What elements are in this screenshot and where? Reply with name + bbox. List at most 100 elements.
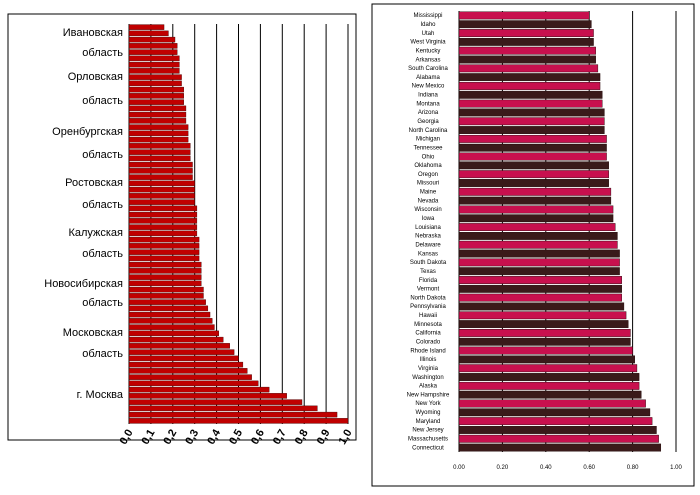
left-bar — [128, 168, 193, 174]
right-state-label: Ohio — [422, 154, 435, 160]
left-bar — [128, 418, 349, 424]
right-bar — [458, 179, 609, 187]
right-bar — [458, 187, 612, 196]
right-state-label: Florida — [419, 278, 438, 284]
right-state-label: New Hampshire — [407, 392, 450, 398]
right-state-label: Alaska — [419, 384, 438, 390]
right-state-label: Pennsylvania — [410, 304, 446, 310]
left-bar — [128, 61, 180, 68]
right-bar — [458, 134, 607, 143]
right-state-label: North Carolina — [409, 128, 448, 134]
left-bar — [128, 49, 178, 55]
right-x-tick-label: 0.80 — [627, 465, 639, 471]
left-bar — [128, 393, 287, 399]
left-bar — [128, 318, 213, 324]
right-state-label: Texas — [420, 269, 436, 275]
right-bar — [458, 434, 659, 443]
left-bar — [128, 349, 235, 355]
right-state-label: Wyoming — [416, 410, 441, 416]
right-bar — [458, 249, 620, 258]
left-bar — [128, 161, 193, 168]
right-bar — [458, 337, 631, 346]
right-state-label: Montana — [416, 101, 440, 107]
right-bar — [458, 196, 612, 205]
right-bar — [458, 302, 625, 311]
right-bar — [458, 20, 592, 29]
left-bar — [128, 180, 195, 187]
left-region-label: область — [82, 149, 123, 161]
left-region-label: Новосибирская — [44, 278, 123, 290]
right-bar — [458, 223, 616, 232]
right-bar — [458, 417, 653, 426]
right-state-label: California — [415, 331, 441, 337]
left-bar — [128, 174, 193, 180]
left-bar — [128, 111, 187, 118]
left-bar — [128, 380, 259, 387]
left-bar — [128, 374, 252, 380]
left-bar — [128, 80, 182, 87]
left-bar — [128, 55, 180, 62]
right-chart: Mississippi Idaho Utah West Virginia Kentuck… — [371, 3, 695, 487]
left-bar — [128, 305, 209, 312]
right-state-label: Virginia — [418, 366, 439, 372]
right-state-label: Wisconsin — [414, 207, 441, 213]
right-bar — [458, 408, 651, 417]
left-bar — [128, 36, 176, 43]
right-bar — [458, 55, 596, 64]
left-bar — [128, 105, 187, 112]
right-state-label: Minnesota — [414, 322, 442, 328]
right-state-label: Georgia — [417, 119, 439, 125]
left-bar — [128, 24, 165, 30]
left-bar — [128, 274, 202, 280]
right-bar — [458, 329, 631, 337]
right-x-tick-label: 0.20 — [497, 465, 509, 471]
left-bar — [128, 130, 189, 137]
left-bar — [128, 268, 202, 274]
left-bar — [128, 368, 248, 374]
left-region-label: Орловская — [68, 71, 123, 83]
left-bar — [128, 405, 318, 412]
right-bar — [458, 46, 596, 55]
left-region-label: Ивановская — [63, 27, 123, 39]
left-bar — [128, 211, 198, 218]
left-bar — [128, 230, 198, 237]
right-bar — [458, 64, 599, 73]
left-chart: Ивановская область Орловская область Оренбур… — [7, 13, 357, 447]
left-region-label: г. Москва — [77, 389, 124, 401]
right-state-label: Arizona — [418, 110, 439, 116]
right-bar — [458, 240, 618, 249]
left-region-label: область — [82, 348, 123, 360]
right-state-label: Massachusetts — [408, 437, 448, 443]
left-bar — [128, 136, 189, 143]
left-region-labels: Ивановская область Орловская область Оренбур… — [44, 27, 124, 401]
right-bar — [458, 381, 640, 390]
left-bar — [128, 255, 200, 262]
right-state-label: Hawaii — [419, 313, 437, 319]
left-region-label: Ростовская — [65, 177, 123, 189]
right-x-tick-labels: 0.00 0.20 0.40 0.60 0.80 1.00 — [453, 465, 682, 471]
right-state-label: Delaware — [415, 242, 441, 248]
right-x-tick-label: 1.00 — [670, 465, 682, 471]
right-state-label: Tennessee — [413, 145, 443, 151]
right-state-label: Idaho — [420, 22, 436, 28]
right-bar — [458, 320, 629, 329]
right-bar — [458, 258, 620, 267]
left-bar — [128, 30, 169, 37]
right-state-labels: Mississippi Idaho Utah West Virginia Kentuck… — [407, 13, 450, 451]
left-bar — [128, 336, 224, 343]
right-x-tick-label: 0.60 — [583, 465, 595, 471]
right-state-label: Kentucky — [416, 48, 441, 54]
left-bar — [128, 155, 191, 162]
right-bar — [458, 37, 594, 46]
left-region-label: область — [82, 95, 123, 107]
left-bar — [128, 205, 198, 212]
right-bar — [458, 11, 590, 20]
right-state-label: Iowa — [422, 216, 435, 222]
right-bar — [458, 73, 601, 82]
left-bar — [128, 399, 303, 405]
left-bar — [128, 99, 184, 105]
left-region-label: область — [82, 47, 123, 59]
left-bar — [128, 330, 219, 337]
right-state-label: West Virginia — [410, 40, 446, 46]
left-bars — [128, 24, 349, 424]
